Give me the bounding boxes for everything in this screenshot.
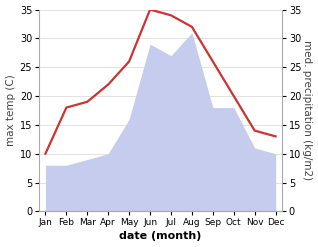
Y-axis label: med. precipitation (kg/m2): med. precipitation (kg/m2) [302, 40, 313, 181]
X-axis label: date (month): date (month) [119, 231, 202, 242]
Y-axis label: max temp (C): max temp (C) [5, 75, 16, 146]
